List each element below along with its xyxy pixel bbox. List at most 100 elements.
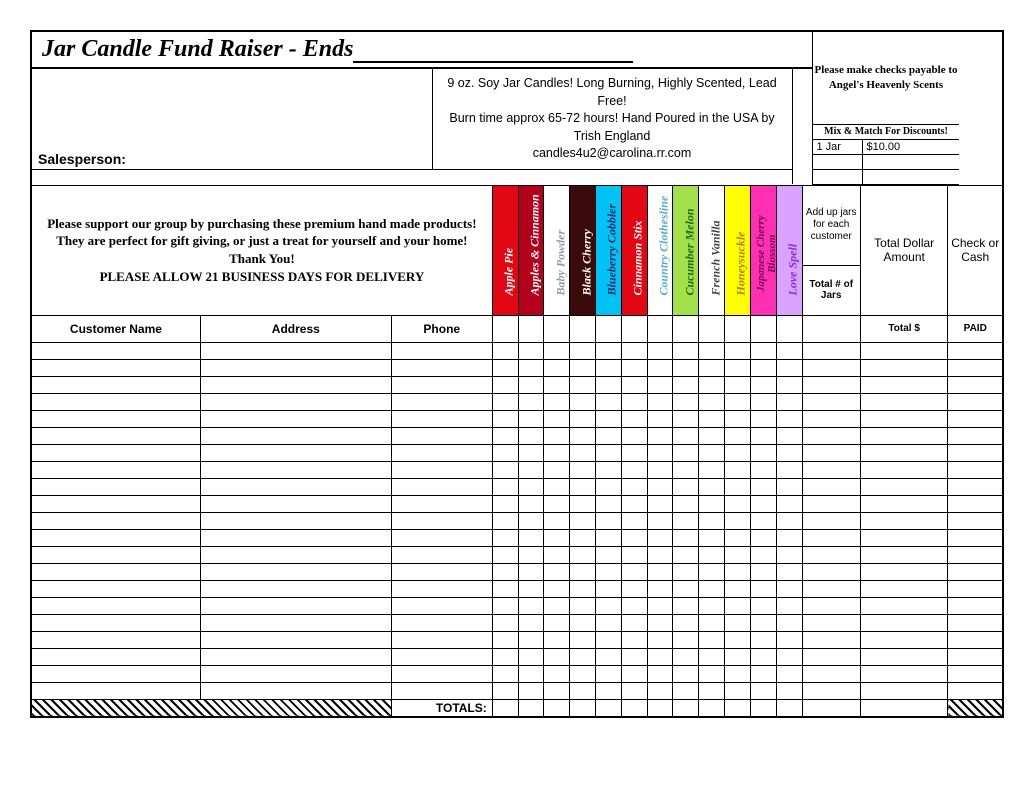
cell[interactable] bbox=[776, 546, 802, 563]
cell[interactable] bbox=[673, 665, 699, 682]
cell[interactable] bbox=[860, 614, 948, 631]
cell[interactable] bbox=[750, 495, 776, 512]
price-blank[interactable] bbox=[862, 154, 959, 169]
cell[interactable] bbox=[673, 461, 699, 478]
cell[interactable] bbox=[948, 495, 1002, 512]
cell[interactable] bbox=[596, 563, 622, 580]
cell[interactable] bbox=[492, 580, 518, 597]
cell[interactable] bbox=[32, 597, 200, 614]
cell[interactable] bbox=[699, 359, 725, 376]
cell[interactable] bbox=[750, 563, 776, 580]
cell[interactable] bbox=[570, 631, 596, 648]
cell[interactable] bbox=[776, 427, 802, 444]
cell[interactable] bbox=[596, 342, 622, 359]
cell[interactable] bbox=[776, 359, 802, 376]
cell[interactable] bbox=[200, 682, 391, 699]
cell[interactable] bbox=[200, 461, 391, 478]
cell[interactable] bbox=[570, 444, 596, 461]
cell[interactable] bbox=[725, 410, 751, 427]
totals-cell[interactable] bbox=[750, 699, 776, 716]
cell[interactable] bbox=[518, 529, 544, 546]
cell[interactable] bbox=[492, 359, 518, 376]
cell[interactable] bbox=[200, 359, 391, 376]
cell[interactable] bbox=[725, 614, 751, 631]
cell[interactable] bbox=[948, 529, 1002, 546]
cell[interactable] bbox=[544, 315, 570, 342]
cell[interactable] bbox=[776, 376, 802, 393]
cell[interactable] bbox=[948, 359, 1002, 376]
cell[interactable] bbox=[750, 410, 776, 427]
cell[interactable] bbox=[32, 478, 200, 495]
cell[interactable] bbox=[596, 444, 622, 461]
cell[interactable] bbox=[776, 393, 802, 410]
cell[interactable] bbox=[860, 478, 948, 495]
cell[interactable] bbox=[596, 614, 622, 631]
cell[interactable] bbox=[802, 580, 860, 597]
cell[interactable] bbox=[699, 648, 725, 665]
cell[interactable] bbox=[570, 427, 596, 444]
cell[interactable] bbox=[725, 461, 751, 478]
cell[interactable] bbox=[200, 546, 391, 563]
cell[interactable] bbox=[570, 529, 596, 546]
cell[interactable] bbox=[647, 461, 673, 478]
cell[interactable] bbox=[725, 648, 751, 665]
cell[interactable] bbox=[860, 359, 948, 376]
cell[interactable] bbox=[492, 342, 518, 359]
salesperson-box[interactable]: Salesperson: bbox=[32, 68, 432, 169]
cell[interactable] bbox=[860, 376, 948, 393]
cell[interactable] bbox=[802, 495, 860, 512]
cell[interactable] bbox=[492, 665, 518, 682]
cell[interactable] bbox=[32, 495, 200, 512]
cell[interactable] bbox=[391, 563, 492, 580]
cell[interactable] bbox=[32, 376, 200, 393]
cell[interactable] bbox=[802, 563, 860, 580]
cell[interactable] bbox=[699, 682, 725, 699]
cell[interactable] bbox=[948, 376, 1002, 393]
cell[interactable] bbox=[647, 546, 673, 563]
cell[interactable] bbox=[673, 376, 699, 393]
cell[interactable] bbox=[948, 444, 1002, 461]
cell[interactable] bbox=[544, 665, 570, 682]
cell[interactable] bbox=[948, 393, 1002, 410]
cell[interactable] bbox=[621, 631, 647, 648]
cell[interactable] bbox=[544, 376, 570, 393]
cell[interactable] bbox=[725, 444, 751, 461]
cell[interactable] bbox=[647, 512, 673, 529]
cell[interactable] bbox=[802, 427, 860, 444]
cell[interactable] bbox=[725, 427, 751, 444]
cell[interactable] bbox=[596, 376, 622, 393]
cell[interactable] bbox=[596, 393, 622, 410]
cell[interactable] bbox=[621, 665, 647, 682]
totals-cell[interactable] bbox=[725, 699, 751, 716]
cell[interactable] bbox=[948, 597, 1002, 614]
cell[interactable] bbox=[570, 461, 596, 478]
cell[interactable] bbox=[518, 563, 544, 580]
cell[interactable] bbox=[391, 359, 492, 376]
cell[interactable] bbox=[570, 580, 596, 597]
cell[interactable] bbox=[860, 682, 948, 699]
totals-cell[interactable] bbox=[544, 699, 570, 716]
cell[interactable] bbox=[802, 478, 860, 495]
cell[interactable] bbox=[750, 682, 776, 699]
cell[interactable] bbox=[647, 478, 673, 495]
cell[interactable] bbox=[860, 427, 948, 444]
cell[interactable] bbox=[391, 648, 492, 665]
cell[interactable] bbox=[699, 410, 725, 427]
cell[interactable] bbox=[544, 478, 570, 495]
cell[interactable] bbox=[699, 444, 725, 461]
cell[interactable] bbox=[391, 376, 492, 393]
cell[interactable] bbox=[699, 478, 725, 495]
cell[interactable] bbox=[725, 631, 751, 648]
cell[interactable] bbox=[621, 478, 647, 495]
cell[interactable] bbox=[647, 410, 673, 427]
cell[interactable] bbox=[391, 546, 492, 563]
totals-cell[interactable] bbox=[570, 699, 596, 716]
cell[interactable] bbox=[518, 546, 544, 563]
cell[interactable] bbox=[544, 648, 570, 665]
cell[interactable] bbox=[802, 342, 860, 359]
cell[interactable] bbox=[391, 461, 492, 478]
cell[interactable] bbox=[200, 563, 391, 580]
cell[interactable] bbox=[621, 563, 647, 580]
cell[interactable] bbox=[518, 665, 544, 682]
cell[interactable] bbox=[860, 563, 948, 580]
